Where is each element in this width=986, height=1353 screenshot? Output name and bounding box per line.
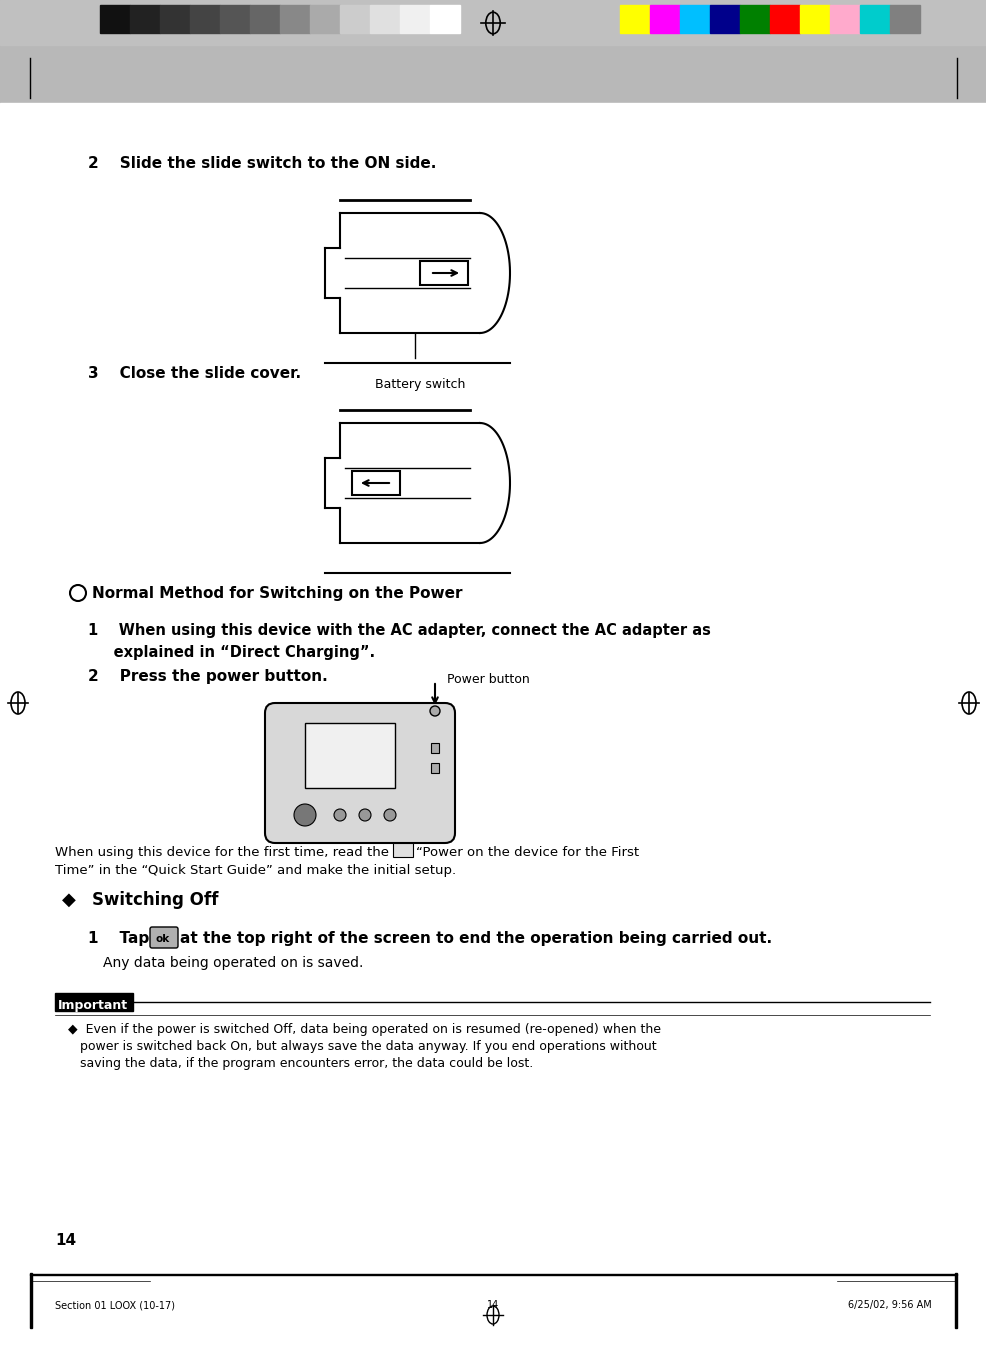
Bar xyxy=(679,5,709,32)
Bar xyxy=(740,5,769,32)
Circle shape xyxy=(359,809,371,821)
Text: Power button: Power button xyxy=(447,672,529,686)
Bar xyxy=(55,993,133,1011)
Bar xyxy=(220,5,249,32)
Text: ◆  Even if the power is switched Off, data being operated on is resumed (re-open: ◆ Even if the power is switched Off, dat… xyxy=(68,1023,661,1036)
Bar xyxy=(160,5,190,32)
Text: 2    Slide the slide switch to the ON side.: 2 Slide the slide switch to the ON side. xyxy=(88,156,436,170)
Circle shape xyxy=(430,706,440,716)
Bar xyxy=(430,5,459,32)
Bar xyxy=(190,5,220,32)
Bar xyxy=(370,5,399,32)
Text: Any data being operated on is saved.: Any data being operated on is saved. xyxy=(103,957,363,970)
Text: Battery switch: Battery switch xyxy=(375,377,465,391)
Text: power is switched back On, but always save the data anyway. If you end operation: power is switched back On, but always sa… xyxy=(68,1040,656,1053)
Text: 14: 14 xyxy=(55,1233,76,1247)
Bar xyxy=(30,1273,32,1329)
Text: Switching Off: Switching Off xyxy=(92,892,218,909)
Text: Time” in the “Quick Start Guide” and make the initial setup.: Time” in the “Quick Start Guide” and mak… xyxy=(55,865,456,877)
Bar xyxy=(619,5,650,32)
Bar xyxy=(280,5,310,32)
Bar xyxy=(339,5,370,32)
Circle shape xyxy=(294,804,316,825)
Bar xyxy=(352,471,399,495)
Text: Section 01 LOOX (10-17): Section 01 LOOX (10-17) xyxy=(55,1300,175,1310)
FancyBboxPatch shape xyxy=(264,704,455,843)
Text: 2    Press the power button.: 2 Press the power button. xyxy=(88,668,327,685)
Bar xyxy=(249,5,280,32)
Text: “Power on the device for the First: “Power on the device for the First xyxy=(415,846,639,859)
Text: 14: 14 xyxy=(486,1300,499,1310)
Bar xyxy=(399,5,430,32)
Bar xyxy=(305,723,394,787)
Text: 1    When using this device with the AC adapter, connect the AC adapter as: 1 When using this device with the AC ada… xyxy=(88,622,710,639)
Bar xyxy=(889,5,919,32)
Text: Normal Method for Switching on the Power: Normal Method for Switching on the Power xyxy=(92,586,462,601)
Circle shape xyxy=(333,809,346,821)
Text: When using this device for the first time, read the: When using this device for the first tim… xyxy=(55,846,388,859)
FancyBboxPatch shape xyxy=(150,927,177,948)
Bar xyxy=(769,5,800,32)
Text: 3    Close the slide cover.: 3 Close the slide cover. xyxy=(88,367,301,382)
Text: saving the data, if the program encounters error, the data could be lost.: saving the data, if the program encounte… xyxy=(68,1057,532,1070)
Bar xyxy=(431,743,439,754)
Bar xyxy=(100,5,130,32)
Bar xyxy=(392,843,412,856)
Bar xyxy=(310,5,339,32)
Text: at the top right of the screen to end the operation being carried out.: at the top right of the screen to end th… xyxy=(179,931,771,946)
Text: ◆: ◆ xyxy=(62,892,76,909)
Bar xyxy=(800,5,829,32)
Bar xyxy=(709,5,740,32)
Text: 1    Tap: 1 Tap xyxy=(88,931,149,946)
Bar xyxy=(650,5,679,32)
Bar xyxy=(0,0,986,55)
Text: Important: Important xyxy=(58,999,128,1012)
Text: ok: ok xyxy=(156,934,170,944)
Bar xyxy=(829,5,859,32)
Bar xyxy=(420,261,467,285)
Bar xyxy=(0,32,986,106)
Bar xyxy=(0,0,986,45)
Bar xyxy=(130,5,160,32)
Bar xyxy=(954,1273,956,1329)
Circle shape xyxy=(384,809,395,821)
Bar xyxy=(859,5,889,32)
Text: 6/25/02, 9:56 AM: 6/25/02, 9:56 AM xyxy=(847,1300,931,1310)
Text: explained in “Direct Charging”.: explained in “Direct Charging”. xyxy=(88,645,375,660)
Bar xyxy=(431,763,439,773)
